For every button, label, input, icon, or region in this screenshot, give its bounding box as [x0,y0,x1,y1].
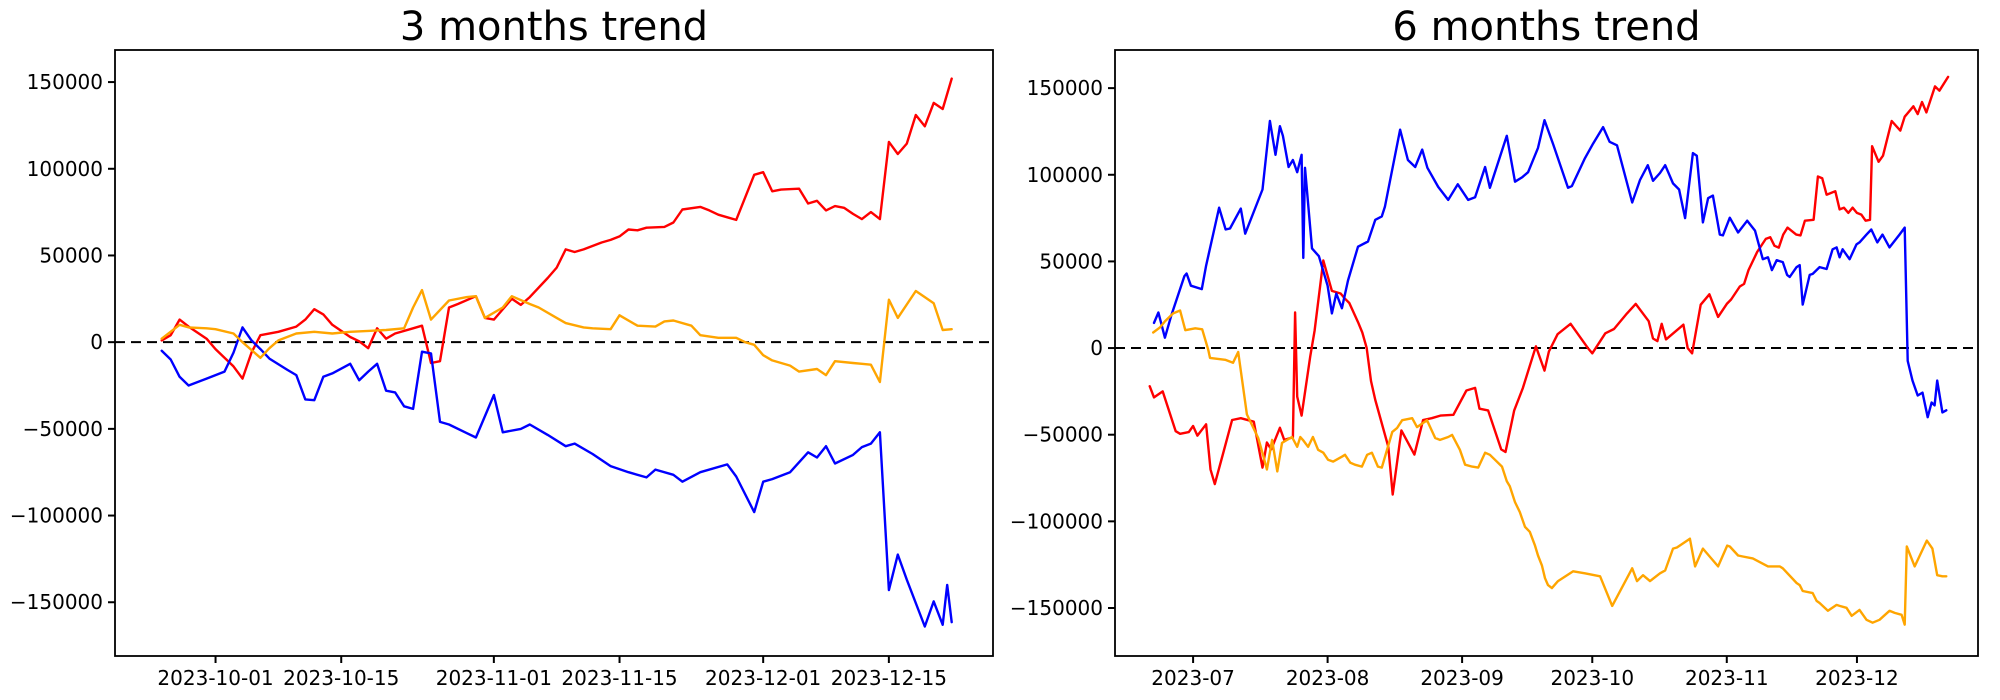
x-tick-label: 2023-10-15 [283,666,399,690]
x-tick-label: 2023-09 [1420,666,1504,690]
plot-spines [1114,49,1979,657]
y-tick-label: 0 [1090,336,1103,360]
y-tick-label: −100000 [1010,509,1103,533]
plot-line-series-orange [160,288,953,384]
y-tick-label: 50000 [1039,249,1103,273]
x-tick-label: 2023-12-15 [831,666,947,690]
y-tick-label: −150000 [1010,596,1103,620]
x-tick-label: 2023-11-01 [436,666,552,690]
chart-title-6-months-trend: 6 months trend [1392,4,1701,50]
y-tick-label: −50000 [23,417,103,441]
x-tick-label: 2023-11 [1685,666,1769,690]
x-tick-label: 2023-08 [1286,666,1370,690]
y-tick-label: −150000 [10,590,103,614]
x-tick-label: 2023-12-01 [705,666,821,690]
plot-line-series-blue [1152,119,1948,419]
y-tick-label: 150000 [27,70,103,94]
y-tick-label: 50000 [39,243,103,267]
plot-line-series-orange [1152,309,1948,626]
x-tick-label: 2023-12 [1815,666,1899,690]
y-tick-label: 0 [90,330,103,354]
plot-line-series-blue [160,326,953,628]
chart-title-3-months-trend: 3 months trend [399,4,709,50]
y-tick-label: 150000 [1027,76,1103,100]
x-tick-label: 2023-10-01 [157,666,273,690]
plot-line-series-red [1148,75,1950,496]
plot-line-series-red [160,77,953,380]
y-tick-label: −50000 [1023,423,1103,447]
x-tick-label: 2023-07 [1151,666,1235,690]
x-tick-label: 2023-10 [1550,666,1634,690]
y-tick-label: −100000 [10,504,103,528]
x-tick-label: 2023-11-15 [561,666,677,690]
y-tick-label: 100000 [1027,163,1103,187]
y-tick-label: 100000 [27,157,103,181]
plot-spines [114,49,994,657]
